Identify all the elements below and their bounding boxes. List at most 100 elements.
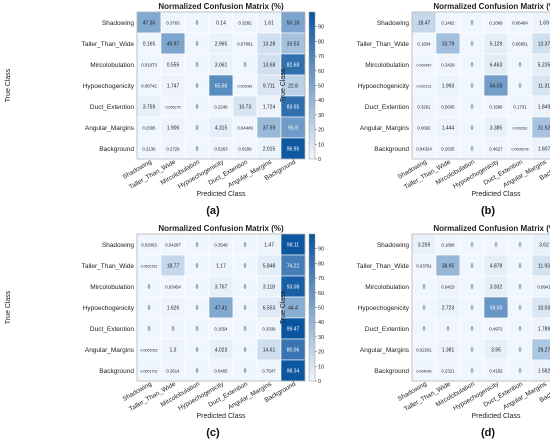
colorbar-tick-label: 80: [318, 261, 324, 267]
matrix-frame: [136, 233, 306, 382]
cell-value-label: 0.004099: [417, 369, 432, 373]
cell-value-label: 0.3429: [441, 62, 455, 67]
cell-value-label: 37.59: [263, 125, 276, 131]
cell-value-label: 1.3: [170, 347, 177, 353]
cell-value-label: 0: [196, 263, 199, 269]
cell-value-label: 3.385: [490, 125, 503, 131]
cell-value-label: 5.129: [490, 41, 503, 47]
cell-value-label: 99.47: [287, 326, 300, 332]
cell-value-label: 1.906: [167, 125, 180, 131]
colorbar-segment: [309, 325, 315, 330]
confusion-matrix-panel-1: Normalized Confusion Matrix (%) 47.36 0.37…: [5, 2, 324, 217]
cell-value-label: 0.01973: [141, 62, 157, 67]
cell-value-label: 0.0692: [417, 125, 431, 130]
colorbar-segment: [309, 329, 315, 334]
cell-value-label: 9.711: [263, 83, 275, 89]
cell-value-label: 0.0005278: [512, 147, 529, 151]
colorbar-segment: [309, 340, 315, 345]
colorbar-tick-label: 30: [318, 335, 324, 341]
cell-value-label: 0.02261: [416, 347, 432, 352]
y-tick-label: Mircolobulation: [90, 284, 134, 291]
cell-value-label: 0: [196, 62, 199, 68]
colorbar-segment: [309, 296, 315, 301]
colorbar-segment: [309, 278, 315, 283]
colorbar-segment: [309, 259, 315, 264]
cell-value-label: 22.8: [288, 83, 298, 89]
cell-value-label: 3.62: [539, 242, 549, 248]
cell-value-label: 0.2729: [166, 146, 180, 151]
cell-value-label: 0.1654: [214, 326, 228, 331]
colorbar-segment: [309, 147, 315, 153]
cell-value-label: 0: [244, 305, 247, 311]
y-tick-label: Shadowing: [102, 242, 135, 249]
cell-value-label: 0: [519, 305, 522, 311]
colorbar: 0 10 20 30 40 50 60 70 80 90: [308, 11, 324, 163]
cell-value-label: 0.06951: [512, 41, 528, 46]
cell-value-label: 0.04449: [237, 125, 253, 130]
cell-value-label: 1.444: [442, 125, 455, 131]
cell-value-label: 3.932: [490, 284, 503, 290]
cell-value-label: 0.2614: [166, 368, 180, 373]
colorbar-segment: [309, 377, 315, 382]
cell-value-label: 1.381: [442, 347, 455, 353]
colorbar-segment: [309, 100, 315, 105]
cell-value-label: 0: [196, 347, 199, 353]
cell-value-label: 1.747: [167, 83, 180, 89]
colorbar-tick-label: 90: [318, 247, 324, 253]
colorbar-tick-label: 30: [318, 113, 324, 119]
colorbar-segment: [309, 92, 315, 97]
matrix-cells: 18.470.146200.10680.064841.6979.530.1834…: [411, 11, 550, 160]
colorbar-segment: [309, 56, 315, 61]
cell-value-label: 0: [196, 242, 199, 248]
y-tick-label: Background: [99, 146, 134, 153]
cell-value-label: 0: [244, 326, 247, 332]
cell-value-label: 0.2635: [441, 146, 455, 151]
y-tick-label: Duct_Extention: [90, 104, 134, 111]
cell-value-label: 0.002131: [417, 84, 432, 88]
colorbar-tick-label: 20: [318, 350, 324, 356]
cell-value-label: 0.002081: [238, 84, 253, 88]
cell-value-label: 0: [471, 326, 474, 332]
colorbar-segment: [309, 234, 315, 239]
cell-value-label: 3.118: [263, 284, 275, 290]
colorbar-segment: [309, 358, 315, 364]
colorbar-segment: [309, 263, 315, 268]
cell-value-label: 0: [519, 83, 522, 89]
cell-value-label: 59.03: [490, 305, 503, 311]
cell-value-label: 1.582: [538, 368, 550, 374]
confusion-matrix-panel-3: Normalized Confusion Matrix (%)0.02063 0.…: [5, 224, 324, 439]
cell-value-label: 14.61: [263, 347, 276, 353]
colorbar-segment: [309, 362, 315, 367]
cell-value-label: 13.28: [263, 41, 276, 47]
cell-value-label: 0: [196, 146, 199, 152]
colorbar-segment: [309, 70, 315, 75]
cell-value-label: 0: [519, 326, 522, 332]
cell-value-label: 0.4627: [489, 146, 503, 151]
cell-value-label: 18.77: [167, 263, 180, 269]
cell-value-label: 2.015: [263, 146, 276, 152]
y-axis-label: True Class: [280, 68, 287, 102]
cell-value-label: 29.27: [538, 347, 550, 353]
cell-value-label: 0: [196, 305, 199, 311]
cell-value-label: 0.06484: [512, 20, 528, 25]
y-tick-label: Mircolobulation: [365, 62, 409, 69]
y-tick-label: Duct_Extention: [365, 326, 409, 333]
colorbar-tick-label: 50: [318, 306, 324, 312]
colorbar-tick-label: 20: [318, 128, 324, 134]
cell-value-label: 0: [519, 347, 522, 353]
cell-value-label: 0.3261: [417, 104, 431, 109]
cell-value-label: 0: [471, 368, 474, 374]
colorbar-segment: [309, 107, 315, 112]
cell-value-label: 0.5263: [214, 146, 228, 151]
cell-value-label: 50.18: [287, 20, 300, 26]
cell-value-label: 0: [471, 284, 474, 290]
cell-value-label: 6.553: [263, 305, 276, 311]
colorbar-segment: [309, 59, 315, 64]
matrix-cells: 47.36 0.3763 0 0.14 0.3282 1.61 50.18 0.165 49.9…: [136, 11, 306, 160]
cell-value-label: 98.34: [287, 368, 300, 374]
colorbar-segment: [309, 355, 315, 360]
cell-value-label: 0: [148, 305, 151, 311]
y-tick-label: Background: [374, 368, 409, 375]
colorbar-segment: [309, 129, 315, 134]
colorbar-segment: [309, 270, 315, 275]
